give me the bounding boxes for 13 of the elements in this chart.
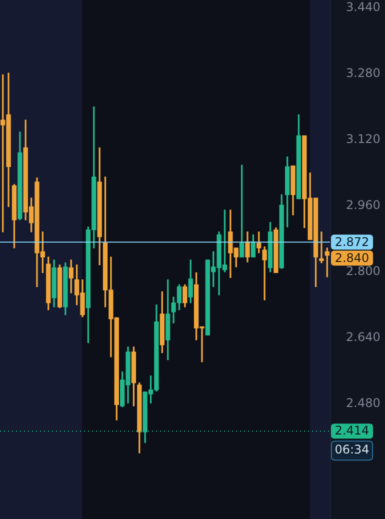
ref-line-label: 2.872 bbox=[334, 234, 370, 249]
y-tick-label: 2.960 bbox=[346, 198, 380, 212]
candlestick bbox=[262, 246, 267, 300]
candlestick bbox=[319, 232, 324, 264]
y-tick-label: 2.480 bbox=[346, 396, 380, 410]
text: 06:34 bbox=[334, 442, 370, 457]
y-tick-label: 3.280 bbox=[346, 66, 380, 80]
text: 2.840 bbox=[334, 250, 370, 265]
ref-line-label: 2.414 bbox=[334, 424, 370, 438]
y-tick-label: 2.640 bbox=[346, 330, 380, 344]
y-tick-label: 3.440 bbox=[346, 0, 380, 14]
y-tick-label: 2.800 bbox=[346, 264, 380, 278]
y-tick-label: 3.120 bbox=[346, 132, 380, 146]
